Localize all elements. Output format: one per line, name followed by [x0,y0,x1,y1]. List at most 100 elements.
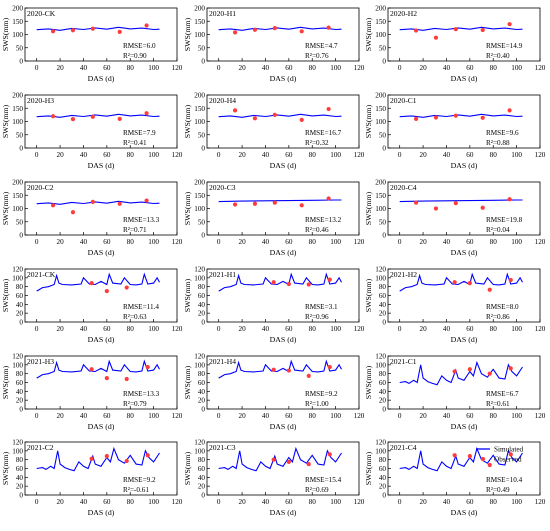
x-tick-label: 0 [35,64,39,72]
rmse-label: RMSE=9.6 [486,129,519,137]
rmse-label: RMSE=9.2 [123,476,156,484]
y-tick-label: 100 [12,361,23,369]
x-tick-label: 120 [354,151,365,159]
x-tick-label: 0 [35,238,39,246]
observed-point [433,206,439,211]
observed-point [452,369,457,374]
observed-point [299,29,304,34]
y-tick-label: 50 [198,218,206,226]
x-axis-label: DAS (d) [88,335,115,344]
y-tick-label: 100 [375,118,386,126]
y-tick-label: 0 [201,492,205,500]
y-axis-label: SWS(mm) [364,17,373,51]
x-tick-label: 120 [535,151,546,159]
observed-point [299,117,304,123]
y-tick-label: 20 [379,397,387,405]
panel-2020-c4: 0 20 40 60 80 100 120 0 50 100 150 200 DAS (d) SWS(mm… [364,179,546,258]
observed-point [286,368,291,373]
x-tick-label: 20 [419,151,427,159]
panel-2020-h1: 0 20 40 60 80 100 120 0 50 100 150 200 DAS (d) SWS(mm… [183,5,365,84]
x-tick-label: 0 [217,498,221,506]
x-tick-label: 20 [56,498,64,506]
observed-point [252,27,258,32]
x-tick-label: 60 [466,64,474,72]
y-tick-label: 50 [16,44,24,52]
y-tick-label: 50 [16,131,24,139]
x-tick-label: 120 [172,64,183,72]
simulated-line [399,26,523,31]
panel-title: 2020-H4 [209,96,236,105]
simulated-line [36,113,160,118]
x-tick-label: 60 [103,412,111,420]
y-axis-label: SWS(mm) [364,104,373,138]
rmse-label: RMSE=16.7 [305,129,342,137]
x-tick-label: 20 [419,412,427,420]
rmse-label: RMSE=15.4 [305,476,342,484]
x-tick-label: 60 [466,238,474,246]
x-tick-label: 100 [511,412,522,420]
x-axis-label: DAS (d) [270,74,297,83]
x-tick-label: 20 [238,325,246,333]
x-tick-label: 100 [330,498,341,506]
observed-point [50,114,56,119]
y-tick-label: 100 [194,361,205,369]
y-tick-label: 0 [19,145,23,153]
y-tick-label: 40 [379,301,387,309]
y-tick-label: 60 [198,379,206,387]
y-tick-label: 100 [194,118,205,126]
observed-point [271,367,276,372]
y-tick-label: 0 [19,319,23,327]
y-axis-label: SWS(mm) [1,191,10,225]
simulated-line [218,113,342,118]
x-tick-label: 120 [535,64,546,72]
panel-title: 2021-H1 [209,270,236,279]
y-tick-label: 0 [382,406,386,414]
r2-label: R²=0.69 [305,486,329,494]
observed-point [90,114,95,119]
y-tick-label: 120 [194,266,205,274]
y-tick-label: 120 [375,353,386,361]
simulated-line [218,359,342,379]
x-tick-label: 80 [490,412,498,420]
observed-point [145,453,150,458]
x-tick-label: 100 [511,64,522,72]
x-tick-label: 40 [443,238,451,246]
panel-title: 2021-H2 [390,270,417,279]
r2-label: R²=0.49 [486,486,510,494]
x-tick-label: 60 [103,151,111,159]
r2-label: R²=0.41 [123,139,147,147]
y-tick-label: 200 [194,179,205,187]
observed-point [232,30,238,35]
observed-point [89,281,94,286]
y-tick-label: 0 [19,58,23,66]
observed-point [467,454,472,459]
x-tick-label: 120 [172,325,183,333]
observed-point [271,280,276,285]
x-tick-label: 80 [490,151,498,159]
y-axis-label: SWS(mm) [364,191,373,225]
y-tick-label: 100 [375,31,386,39]
y-tick-label: 20 [16,397,24,405]
x-axis-label: DAS (d) [270,248,297,257]
y-tick-label: 50 [16,218,24,226]
simulated-line [36,359,160,379]
y-axis-label: SWS(mm) [1,451,10,485]
observed-point [117,116,122,121]
x-tick-label: 80 [127,498,135,506]
y-axis-label: SWS(mm) [1,278,10,312]
x-tick-label: 100 [330,412,341,420]
y-tick-label: 200 [194,5,205,13]
y-tick-label: 60 [16,379,24,387]
x-tick-label: 120 [354,412,365,420]
x-tick-label: 20 [56,238,64,246]
legend: Simulated Observed [476,446,524,464]
y-tick-label: 0 [382,319,386,327]
observed-point [480,115,485,120]
observed-point [104,454,109,459]
simulated-line [36,200,160,205]
x-axis-label: DAS (d) [88,74,115,83]
x-axis-label: DAS (d) [88,422,115,431]
